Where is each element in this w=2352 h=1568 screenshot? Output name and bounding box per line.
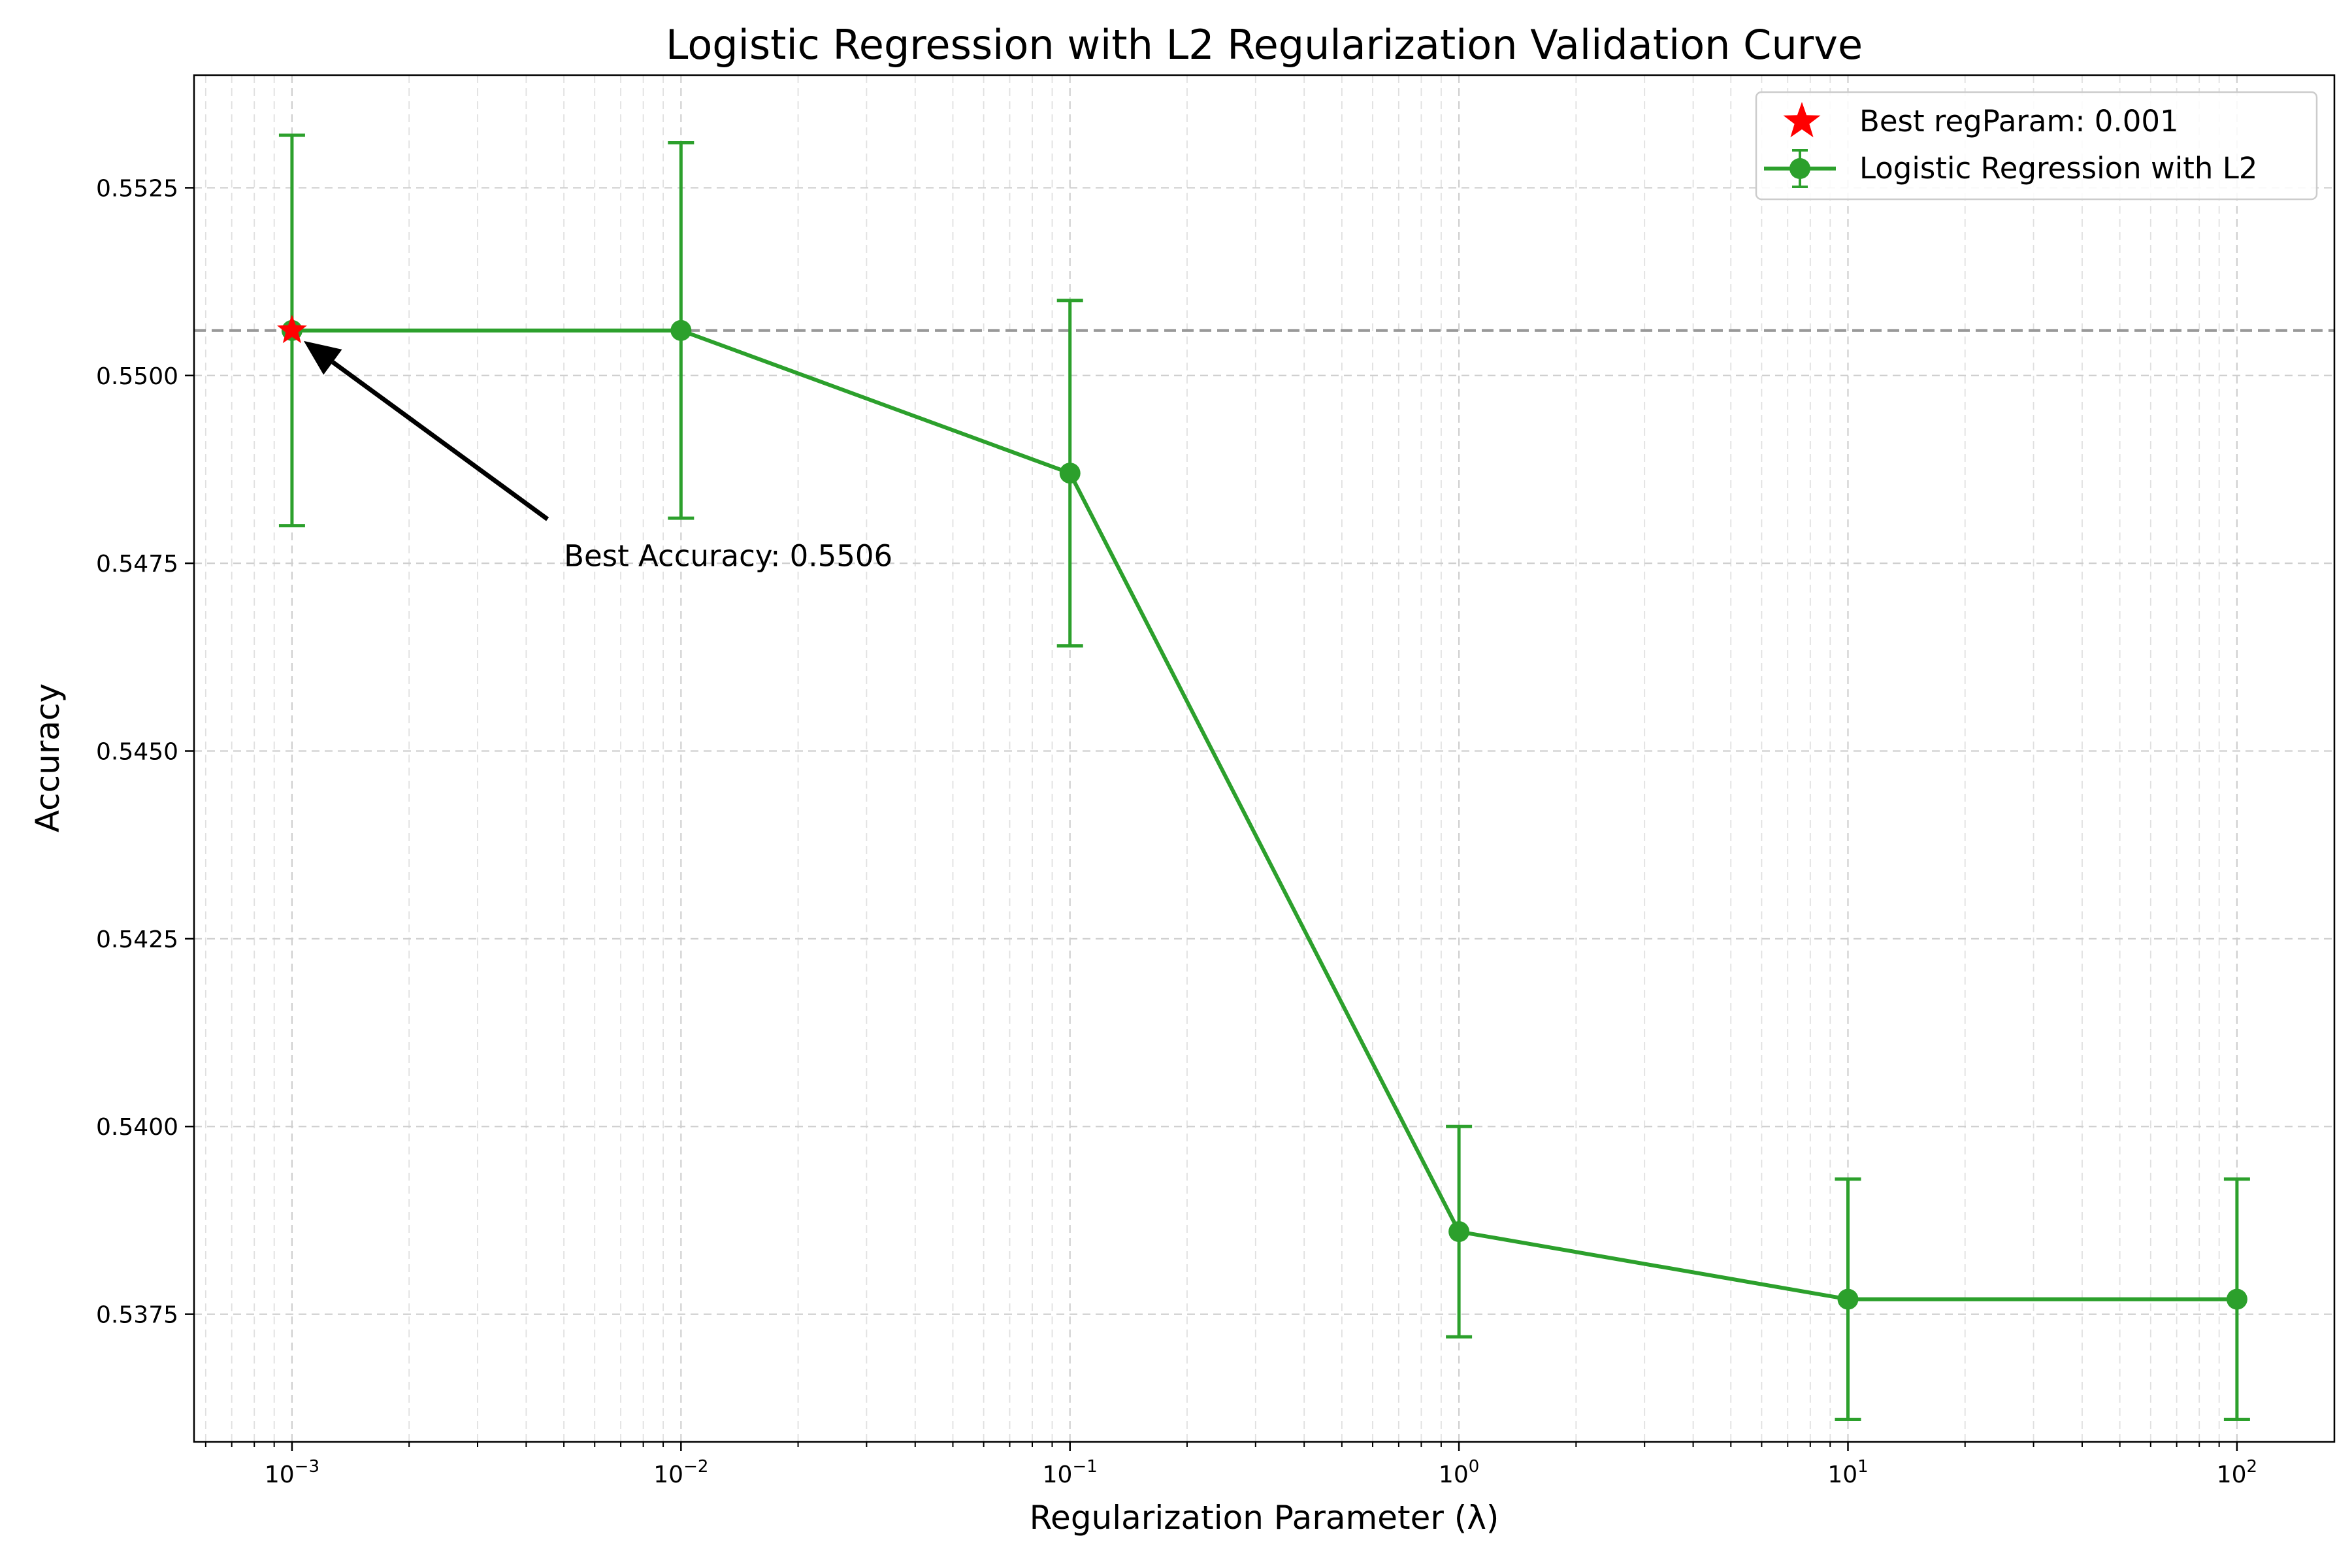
legend-label-best: Best regParam: 0.001: [1859, 104, 2179, 139]
x-tick-label: 101: [1827, 1457, 1868, 1488]
series-line: [291, 328, 2237, 1301]
y-axis: 0.5375 0.5400 0.5425 0.5450 0.5475 0.5500 0.55…: [96, 175, 194, 1329]
annotation-text: Best Accuracy: 0.5506: [564, 539, 892, 574]
data-point: [1837, 1288, 1859, 1310]
y-axis-title: Accuracy: [29, 683, 67, 832]
y-tick-label: 0.5475: [96, 551, 178, 578]
data-point: [1448, 1221, 1470, 1243]
annotation-arrow-shaft: [331, 360, 549, 521]
data-point: [2226, 1288, 2247, 1310]
data-point: [1059, 463, 1081, 484]
x-tick-label: 10−1: [1043, 1457, 1098, 1488]
legend-box: [1755, 91, 2318, 201]
y-tick-label: 0.5450: [96, 739, 178, 766]
x-tick-label: 100: [1439, 1457, 1479, 1488]
y-tick-label: 0.5500: [96, 363, 178, 390]
legend-series-icon: [1764, 149, 1836, 188]
legend-label-series: Logistic Regression with L2: [1859, 151, 2257, 186]
legend-star-icon: [1783, 102, 1821, 138]
data-point: [670, 319, 692, 341]
x-tick-label: 102: [2217, 1457, 2257, 1488]
best-accuracy-annotation: Best Accuracy: 0.5506: [303, 340, 892, 574]
legend: Best regParam: 0.001 Logistic Regression…: [1755, 91, 2318, 201]
x-axis: 10−3 10−2 10−1 100 101 102: [204, 1442, 2257, 1488]
x-tick-label: 10−3: [265, 1457, 319, 1488]
best-point-star-marker: [277, 314, 307, 344]
y-tick-label: 0.5400: [96, 1114, 178, 1141]
y-tick-label: 0.5425: [96, 926, 178, 953]
annotation-arrow-head: [303, 340, 342, 375]
plot-area-frame: [193, 74, 2336, 1443]
y-tick-label: 0.5375: [96, 1302, 178, 1329]
y-tick-label: 0.5525: [96, 175, 178, 202]
grid-lines: [194, 75, 2334, 1442]
x-tick-label: 10−2: [653, 1457, 708, 1488]
chart-title: Logistic Regression with L2 Regularizati…: [666, 21, 1863, 69]
x-axis-title: Regularization Parameter (λ): [1030, 1499, 1499, 1537]
series-markers: [281, 319, 2247, 1310]
legend-series-marker: [1789, 158, 1810, 179]
